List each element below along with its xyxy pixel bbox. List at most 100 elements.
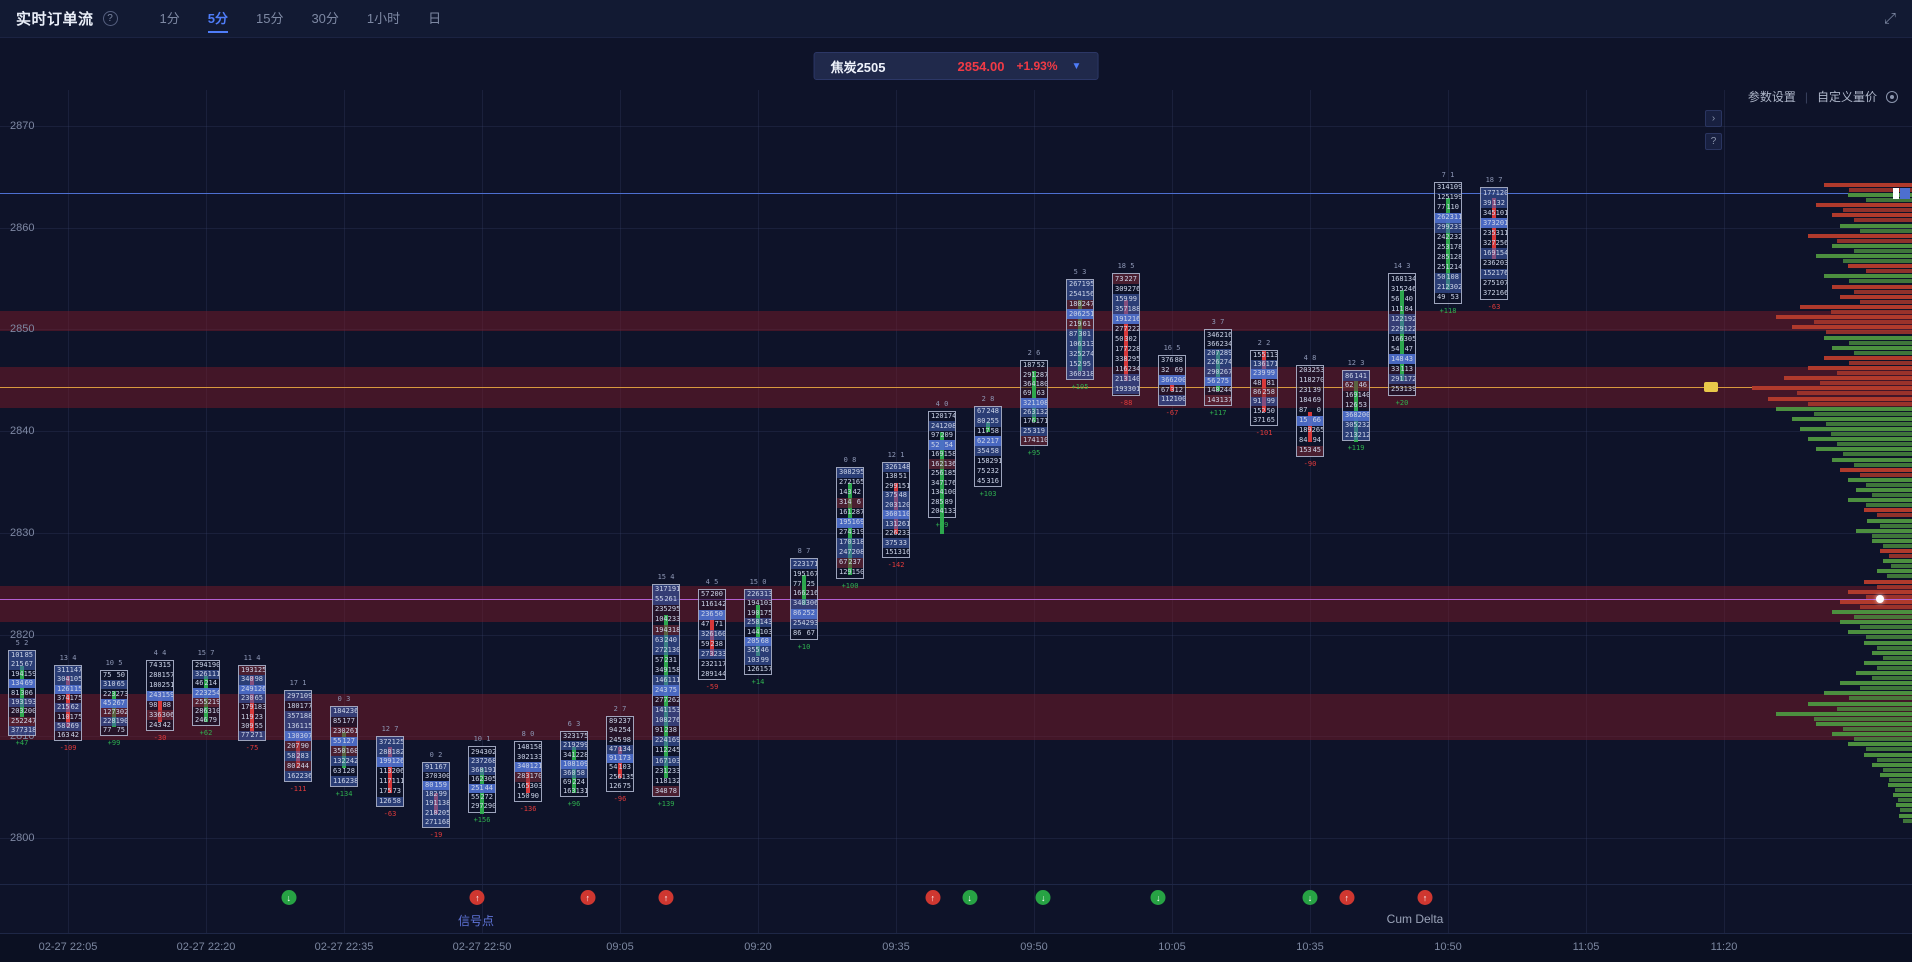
footprint-cell: 254 293 xyxy=(791,618,817,629)
panel-help-button[interactable]: ? xyxy=(1705,133,1722,150)
tab-日[interactable]: 日 xyxy=(428,10,442,26)
footprint-cell: 272 130 xyxy=(653,645,679,656)
volume-profile-bar xyxy=(1866,635,1912,640)
footprint-cell: 94 254 xyxy=(609,726,631,735)
footprint-cell: 50 302 xyxy=(1115,334,1137,343)
custom-volume-price-icon[interactable] xyxy=(1886,90,1898,103)
volume-profile-bar xyxy=(1860,625,1912,630)
instrument-change: +1.93% xyxy=(1016,59,1058,73)
volume-profile-bar xyxy=(1872,762,1912,767)
footprint-cell: 305 232 xyxy=(1343,420,1369,431)
volume-profile-bar xyxy=(1860,472,1912,477)
volume-profile-bar xyxy=(1848,264,1912,269)
support-line xyxy=(0,598,1912,600)
y-axis-label: 2800 xyxy=(10,831,35,844)
footprint-cell: 366 200 xyxy=(1159,375,1185,386)
footprint-cell: 163 42 xyxy=(57,731,79,740)
footprint-cell: 360 318 xyxy=(1067,369,1093,380)
footprint-cell: 91 173 xyxy=(607,754,633,764)
candle-delta-top: 12 7 xyxy=(381,725,399,734)
footprint-cell: 288 182 xyxy=(377,747,403,758)
footprint-cell: 150 90 xyxy=(517,791,539,800)
settings-button[interactable]: 参数设置 xyxy=(1747,90,1796,104)
footprint-cell: 159 99 xyxy=(1113,294,1139,305)
footprint-cell: 179 183 xyxy=(241,703,265,712)
volume-profile-bar xyxy=(1854,737,1912,742)
footprint-cell: 372 125 xyxy=(377,737,403,748)
instrument-price: 2854.00 xyxy=(957,58,1005,74)
footprint-cell: 113 206 xyxy=(379,767,403,776)
footprint-cell: 256 185 xyxy=(931,469,955,478)
tab-5分[interactable]: 5分 xyxy=(194,0,242,38)
volume-profile-bar xyxy=(1848,498,1912,503)
expand-icon[interactable]: ⤢ xyxy=(1883,10,1896,27)
volume-profile-bar xyxy=(1814,411,1912,416)
signal-pane-label[interactable]: 信号点 xyxy=(457,914,495,928)
candle-delta-top: 12 1 xyxy=(887,450,905,459)
footprint-candle: 193 125 340 98 249 126 230 65 179 183 119 23 309 55 77… xyxy=(238,665,266,742)
volume-profile-bar xyxy=(1856,528,1912,533)
footprint-cell: 104 233 xyxy=(655,615,679,624)
footprint-cell: 304 105 xyxy=(55,675,81,685)
footprint-cell: 91 167 xyxy=(423,762,449,772)
footprint-cell: 190 175 xyxy=(747,608,771,617)
timeframe-tabs: 1分 5分 15分 30分 1小时 日 xyxy=(146,0,456,38)
footprint-cell: 271 168 xyxy=(423,817,449,827)
volume-profile-bar xyxy=(1864,508,1912,513)
y-axis-label: 2840 xyxy=(10,425,35,438)
footprint-cell: 176 171 xyxy=(1023,417,1047,426)
price-zone xyxy=(0,585,1912,623)
instrument-selector[interactable]: 焦炭2505 2854.00 +1.93% ▼ xyxy=(813,52,1099,80)
volume-profile-bar xyxy=(1864,752,1912,757)
footprint-cell: 267 195 xyxy=(1067,279,1093,290)
footprint-cell: 255 219 xyxy=(193,697,219,707)
footprint-cell: 152 50 xyxy=(1253,406,1275,415)
volume-profile-bar xyxy=(1840,294,1912,299)
instrument-name: 焦炭2505 xyxy=(830,59,886,75)
candle-delta-bottom: +20 xyxy=(1395,398,1409,407)
candle-delta-bottom: +62 xyxy=(199,729,213,738)
volume-profile-bar xyxy=(1854,615,1912,620)
v-gridline xyxy=(1586,90,1587,933)
footprint-cell: 317 191 xyxy=(653,584,679,595)
tab-15分[interactable]: 15分 xyxy=(255,10,284,26)
footprint-cell: 57 200 xyxy=(701,590,723,599)
volume-profile-bar xyxy=(1776,406,1912,411)
volume-profile-bar xyxy=(1840,620,1912,625)
tab-1小时[interactable]: 1小时 xyxy=(366,10,401,26)
footprint-candle: 155 113 136 171 239 99 48 81 86 258 91 99 152 50 371 65 xyxy=(1250,349,1278,427)
footprint-cell: 108 276 xyxy=(653,715,679,726)
footprint-candle: 203 253 118 270 231 39 184 69 87 0 15 66 189 265 84 94 1… xyxy=(1296,365,1324,457)
footprint-cell: 219 299 xyxy=(561,741,587,751)
volume-profile-bar xyxy=(1837,442,1912,447)
volume-profile-bar xyxy=(1854,350,1912,355)
tab-1分[interactable]: 1分 xyxy=(159,10,180,26)
footprint-cell: 360 110 xyxy=(883,509,909,520)
footprint-cell: 168 134 xyxy=(1391,274,1415,283)
footprint-cell: 223 254 xyxy=(193,688,219,698)
volume-profile-bar xyxy=(1883,559,1912,564)
footprint-cell: 118 132 xyxy=(655,776,679,785)
volume-profile-bar xyxy=(1854,462,1912,467)
footprint-cell: 166 216 xyxy=(793,589,817,598)
footprint-cell: 80 244 xyxy=(285,761,311,772)
footprint-cell: 226 313 xyxy=(745,589,771,600)
footprint-cell: 116 238 xyxy=(331,776,357,787)
footprint-cell: 219 61 xyxy=(1067,319,1093,330)
title-help-icon[interactable]: ? xyxy=(102,11,118,26)
footprint-cell: 67 312 xyxy=(1161,385,1183,394)
footprint-cell: 231 233 xyxy=(655,766,679,775)
pane-divider xyxy=(0,933,1912,934)
x-axis-label: 02-27 22:35 xyxy=(314,941,374,953)
footprint-cell: 309 55 xyxy=(241,721,263,730)
footprint-cell: 323 175 xyxy=(563,732,587,741)
candle-delta-bottom: +118 xyxy=(1439,306,1457,315)
footprint-cell: 277 222 xyxy=(1115,324,1139,333)
chevron-down-icon[interactable]: ▼ xyxy=(1071,60,1082,72)
custom-volume-price-button[interactable]: 自定义量价 xyxy=(1816,90,1877,104)
cumdelta-pane-label[interactable]: Cum Delta xyxy=(1386,912,1444,926)
collapse-panel-button[interactable]: › xyxy=(1705,110,1722,127)
footprint-cell: 204 133 xyxy=(931,507,955,516)
footprint-candle: 187 52 291 287 364 180 69 63 321 108 263 132 176 171 2… xyxy=(1020,359,1048,447)
tab-30分[interactable]: 30分 xyxy=(311,10,339,26)
